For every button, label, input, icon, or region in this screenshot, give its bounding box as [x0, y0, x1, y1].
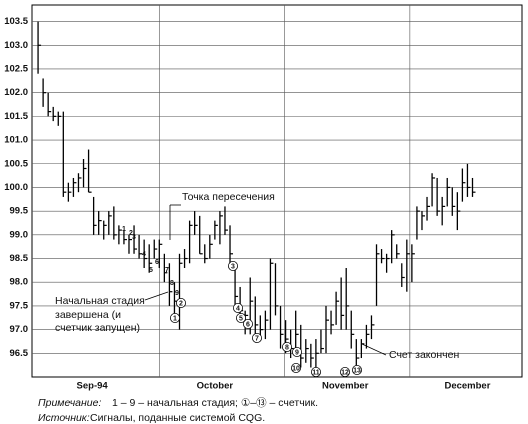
annotation: Точка пересечения — [182, 191, 275, 203]
x-tick-label: October — [197, 381, 234, 392]
count-label: 5 — [239, 315, 243, 322]
count-marker — [232, 302, 243, 313]
annotation: Начальная стадия — [55, 295, 145, 307]
count-label: 12 — [341, 369, 349, 376]
source-text: Сигналы, поданные системой CQG. — [90, 412, 265, 424]
count-marker — [281, 341, 292, 352]
count-marker — [339, 366, 350, 377]
y-tick-label: 97.0 — [10, 324, 29, 335]
count-marker — [310, 366, 321, 377]
y-tick-label: 101.5 — [4, 111, 28, 122]
count-label: 11 — [312, 369, 320, 376]
annotation: Счет закончен — [389, 349, 459, 361]
plot-frame — [31, 4, 523, 378]
count-label: 13 — [353, 367, 361, 374]
x-tick-label: December — [444, 381, 490, 392]
y-tick-label: 100.0 — [4, 182, 28, 193]
count-label: 1 — [173, 315, 177, 322]
count-marker — [235, 312, 246, 323]
y-tick-label: 101.0 — [4, 135, 28, 146]
y-tick-label: 96.5 — [10, 348, 29, 359]
count-marker — [251, 332, 262, 343]
y-tick-label: 97.5 — [10, 300, 29, 311]
setup-label: 4 — [142, 251, 146, 258]
y-tick-label: 102.5 — [4, 63, 28, 74]
setup-label: 6 — [155, 259, 159, 266]
count-label: 9 — [295, 349, 299, 356]
pointer — [144, 291, 169, 301]
count-marker — [175, 297, 186, 308]
y-tick-label: 103.5 — [4, 16, 28, 27]
y-tick-label: 103.0 — [4, 40, 28, 51]
count-marker — [291, 346, 302, 357]
annotation: счетчик запущен) — [55, 322, 140, 334]
note-text: 1 – 9 – начальная стадия; ①–⑬ – счетчик. — [112, 397, 318, 409]
count-label: 2 — [179, 300, 183, 307]
count-label: 10 — [292, 365, 300, 372]
x-tick-label: Sep-94 — [77, 381, 109, 392]
x-tick-label: November — [322, 381, 369, 392]
count-marker — [351, 364, 362, 375]
count-label: 7 — [255, 335, 259, 342]
count-label: 3 — [231, 263, 235, 270]
pointer — [361, 343, 387, 356]
count-marker — [242, 318, 253, 329]
setup-label: 7 — [165, 267, 169, 274]
setup-label: 8 — [170, 280, 174, 287]
y-tick-label: 98.5 — [10, 253, 29, 264]
count-label: 8 — [285, 344, 289, 351]
source-label: Источник: — [38, 412, 90, 424]
count-marker — [290, 362, 301, 373]
setup-label: 2 — [129, 230, 133, 237]
y-tick-label: 99.5 — [10, 206, 29, 217]
y-tick-label: 98.0 — [10, 277, 29, 288]
count-marker — [227, 260, 238, 271]
y-tick-label: 99.0 — [10, 229, 29, 240]
count-label: 4 — [236, 305, 240, 312]
setup-label: 9 — [175, 290, 179, 297]
count-label: 6 — [246, 321, 250, 328]
setup-label: 5 — [149, 267, 153, 274]
y-tick-label: 102.0 — [4, 87, 28, 98]
count-marker — [169, 312, 180, 323]
annotation: завершена (и — [55, 309, 121, 321]
y-tick-label: 100.5 — [4, 158, 28, 169]
note-label: Примечание: — [38, 397, 101, 409]
setup-label: 3 — [132, 234, 136, 241]
setup-label: 1 — [122, 226, 126, 233]
